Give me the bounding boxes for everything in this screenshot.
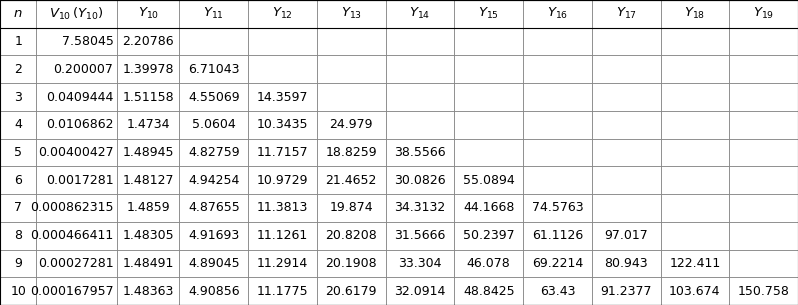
Text: $Y_{12}$: $Y_{12}$ [272,6,293,21]
Text: 9: 9 [14,257,22,270]
Text: 21.4652: 21.4652 [326,174,377,187]
Text: 69.2214: 69.2214 [531,257,583,270]
Text: $Y_{19}$: $Y_{19}$ [753,6,774,21]
Text: 4.55069: 4.55069 [188,91,239,103]
Text: 1: 1 [14,35,22,48]
Text: 0.000167957: 0.000167957 [30,285,113,298]
Text: 0.0017281: 0.0017281 [45,174,113,187]
Text: $Y_{18}$: $Y_{18}$ [685,6,705,21]
Text: 1.39978: 1.39978 [123,63,174,76]
Text: 4.87655: 4.87655 [188,202,239,214]
Text: 4.82759: 4.82759 [188,146,239,159]
Text: 33.304: 33.304 [398,257,442,270]
Text: 0.200007: 0.200007 [53,63,113,76]
Text: 103.674: 103.674 [670,285,721,298]
Text: $Y_{14}$: $Y_{14}$ [409,6,431,21]
Text: 0.0106862: 0.0106862 [46,118,113,131]
Text: 97.017: 97.017 [604,229,648,242]
Text: 1.48491: 1.48491 [123,257,174,270]
Text: 122.411: 122.411 [670,257,721,270]
Text: 4.94254: 4.94254 [188,174,239,187]
Text: 44.1668: 44.1668 [463,202,515,214]
Text: $Y_{10}$: $Y_{10}$ [138,6,159,21]
Text: 55.0894: 55.0894 [463,174,515,187]
Text: 1.4734: 1.4734 [127,118,170,131]
Text: 2: 2 [14,63,22,76]
Text: 11.1775: 11.1775 [257,285,308,298]
Text: 34.3132: 34.3132 [394,202,445,214]
Text: 10.3435: 10.3435 [257,118,308,131]
Text: 2.20786: 2.20786 [123,35,174,48]
Text: 1.48305: 1.48305 [123,229,174,242]
Text: 46.078: 46.078 [467,257,511,270]
Text: 0.0409444: 0.0409444 [46,91,113,103]
Text: 19.874: 19.874 [330,202,373,214]
Text: 1.51158: 1.51158 [123,91,174,103]
Text: 0.00400427: 0.00400427 [38,146,113,159]
Text: 5.0604: 5.0604 [192,118,235,131]
Text: $Y_{17}$: $Y_{17}$ [615,6,637,21]
Text: $Y_{11}$: $Y_{11}$ [203,6,224,21]
Text: 0.000466411: 0.000466411 [30,229,113,242]
Text: 1.48127: 1.48127 [123,174,174,187]
Text: 24.979: 24.979 [330,118,373,131]
Text: $Y_{13}$: $Y_{13}$ [341,6,361,21]
Text: 4.89045: 4.89045 [188,257,239,270]
Text: 1.4859: 1.4859 [127,202,170,214]
Text: $Y_{16}$: $Y_{16}$ [547,6,568,21]
Text: 5: 5 [14,146,22,159]
Text: 8: 8 [14,229,22,242]
Text: 91.2377: 91.2377 [600,285,652,298]
Text: 11.1261: 11.1261 [257,229,308,242]
Text: 74.5763: 74.5763 [531,202,583,214]
Text: $n$: $n$ [14,7,23,20]
Text: 50.2397: 50.2397 [463,229,515,242]
Text: 7: 7 [14,202,22,214]
Text: 0.00027281: 0.00027281 [38,257,113,270]
Text: 1.48945: 1.48945 [123,146,174,159]
Text: $Y_{15}$: $Y_{15}$ [478,6,500,21]
Text: 4.90856: 4.90856 [188,285,239,298]
Text: 32.0914: 32.0914 [394,285,446,298]
Text: 20.1908: 20.1908 [326,257,377,270]
Text: 38.5566: 38.5566 [394,146,446,159]
Text: 10.9729: 10.9729 [257,174,308,187]
Text: 20.8208: 20.8208 [326,229,377,242]
Text: 11.2914: 11.2914 [257,257,308,270]
Text: 10: 10 [10,285,26,298]
Text: 0.000862315: 0.000862315 [30,202,113,214]
Text: 1.48363: 1.48363 [123,285,174,298]
Text: 18.8259: 18.8259 [326,146,377,159]
Text: 4.91693: 4.91693 [188,229,239,242]
Text: 3: 3 [14,91,22,103]
Text: 20.6179: 20.6179 [326,285,377,298]
Text: $V_{10}\,(Y_{10})$: $V_{10}\,(Y_{10})$ [49,6,105,22]
Text: 7.58045: 7.58045 [61,35,113,48]
Text: 63.43: 63.43 [539,285,575,298]
Text: 48.8425: 48.8425 [463,285,515,298]
Text: 30.0826: 30.0826 [394,174,446,187]
Text: 14.3597: 14.3597 [257,91,308,103]
Text: 4: 4 [14,118,22,131]
Text: 31.5666: 31.5666 [394,229,446,242]
Text: 150.758: 150.758 [737,285,789,298]
Text: 11.3813: 11.3813 [257,202,308,214]
Text: 6: 6 [14,174,22,187]
Text: 80.943: 80.943 [604,257,648,270]
Text: 61.1126: 61.1126 [531,229,583,242]
Text: 11.7157: 11.7157 [257,146,308,159]
Text: 6.71043: 6.71043 [188,63,239,76]
